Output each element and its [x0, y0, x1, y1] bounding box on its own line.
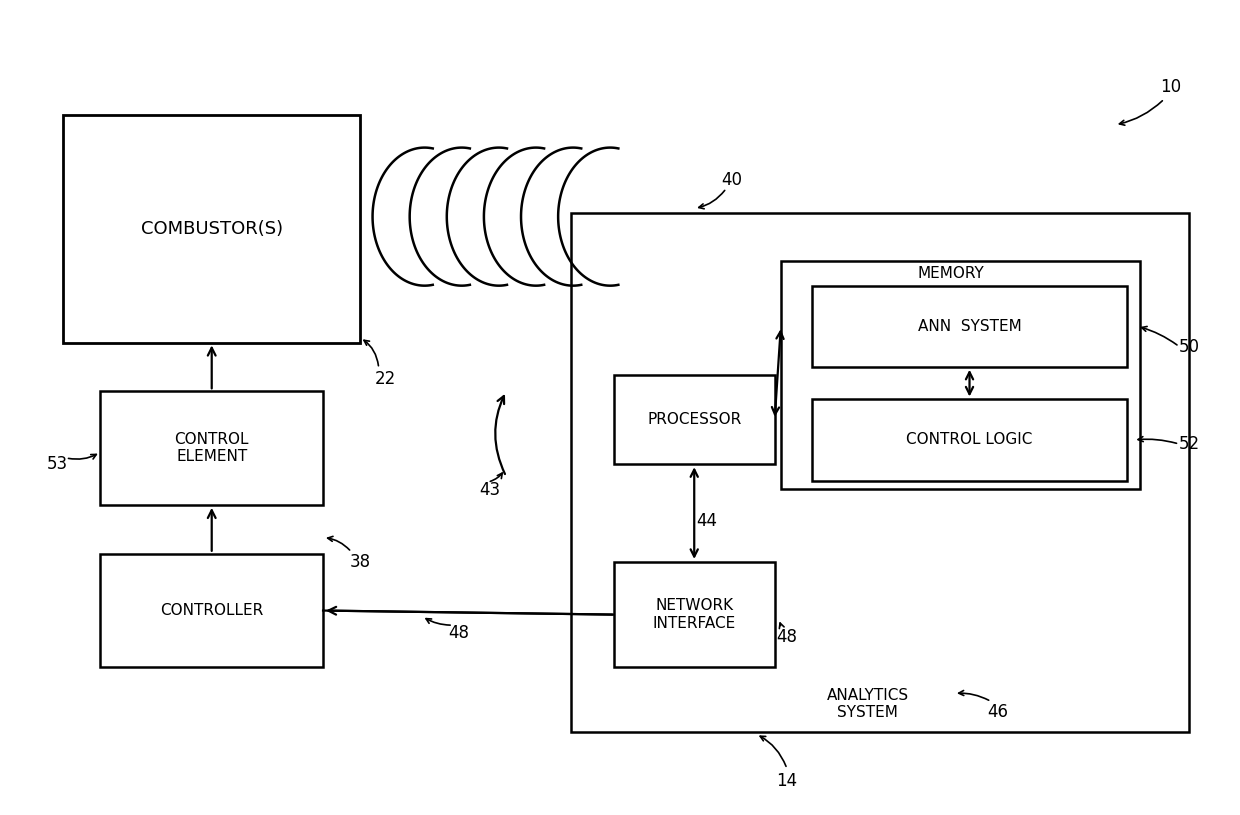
Text: 40: 40 — [720, 171, 742, 189]
FancyBboxPatch shape — [100, 391, 324, 505]
FancyBboxPatch shape — [812, 399, 1127, 481]
FancyBboxPatch shape — [614, 562, 775, 667]
Text: NETWORK
INTERFACE: NETWORK INTERFACE — [652, 598, 735, 631]
Text: PROCESSOR: PROCESSOR — [647, 412, 742, 427]
FancyBboxPatch shape — [63, 115, 360, 342]
Text: CONTROLLER: CONTROLLER — [160, 603, 263, 618]
Text: MEMORY: MEMORY — [918, 266, 985, 281]
Text: 53: 53 — [47, 456, 68, 474]
Text: CONTROL LOGIC: CONTROL LOGIC — [906, 433, 1033, 447]
FancyBboxPatch shape — [570, 213, 1189, 733]
Text: 46: 46 — [987, 703, 1008, 721]
Text: COMBUSTOR(S): COMBUSTOR(S) — [140, 220, 283, 238]
Text: 44: 44 — [696, 512, 717, 531]
Text: 48: 48 — [449, 624, 470, 642]
Text: ANALYTICS
SYSTEM: ANALYTICS SYSTEM — [826, 688, 909, 720]
Text: 52: 52 — [1178, 435, 1199, 453]
Text: 14: 14 — [776, 772, 797, 790]
Text: 38: 38 — [350, 553, 371, 570]
Text: 50: 50 — [1179, 337, 1199, 355]
Text: 48: 48 — [776, 628, 797, 645]
Text: CONTROL
ELEMENT: CONTROL ELEMENT — [175, 432, 249, 465]
FancyBboxPatch shape — [100, 553, 324, 667]
FancyBboxPatch shape — [812, 286, 1127, 367]
Text: 10: 10 — [1159, 77, 1182, 95]
Text: 43: 43 — [480, 482, 501, 500]
FancyBboxPatch shape — [614, 375, 775, 465]
Text: ANN  SYSTEM: ANN SYSTEM — [918, 319, 1022, 334]
FancyBboxPatch shape — [781, 262, 1140, 489]
Text: 22: 22 — [374, 370, 396, 388]
